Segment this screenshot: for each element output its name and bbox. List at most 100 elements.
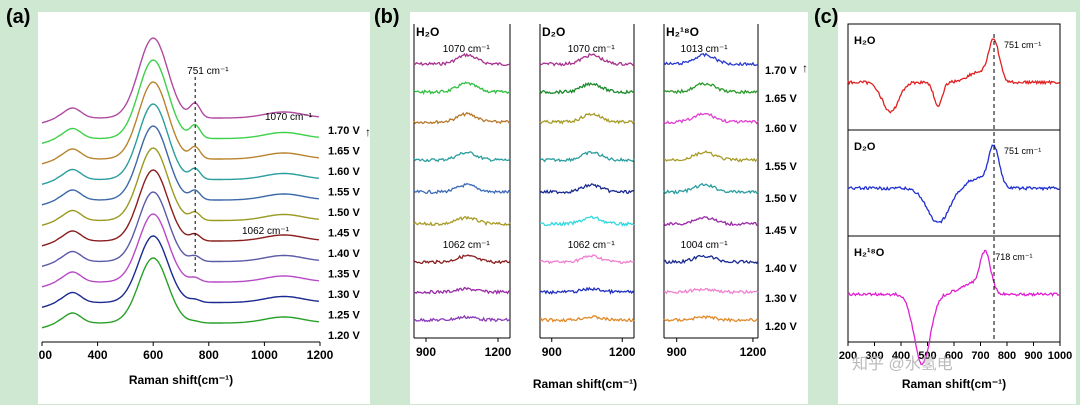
- voltage-label: 1.55 V: [765, 161, 797, 173]
- voltage-label: 1.40 V: [765, 263, 797, 275]
- series-label: 1.35 V: [328, 269, 360, 281]
- x-tick-label: 900: [667, 345, 687, 359]
- arrow-up-icon: ↑: [802, 61, 808, 75]
- voltage-label: 1.70 V: [765, 65, 797, 77]
- series-line: [539, 215, 635, 227]
- annotation-bottom: 1062 cm⁻¹: [568, 240, 616, 251]
- subpanel-title: D₂O: [854, 141, 876, 153]
- x-tick-label: 1200: [740, 345, 767, 359]
- peak-annotation: 718 cm⁻¹: [995, 252, 1032, 262]
- series-line: [539, 183, 635, 195]
- series-line: [41, 213, 319, 288]
- series-line: [539, 254, 635, 265]
- watermark: 知乎 @水氢电: [852, 356, 953, 373]
- series-label: 1.30 V: [328, 289, 360, 301]
- x-tick-label: 300: [865, 350, 883, 362]
- x-tick-label: 1000: [1048, 350, 1072, 362]
- x-axis-label: Raman shift(cm⁻¹): [902, 377, 1006, 391]
- x-tick-label: 900: [542, 345, 562, 359]
- panel-b-label: (b): [374, 6, 400, 28]
- x-tick-label: 1000: [251, 348, 278, 362]
- series-line: [847, 38, 1061, 114]
- panel-b: 900 1200 H₂O 1070 cm⁻¹ 1062 cm⁻¹ 900 1200 D₂O 10…: [410, 12, 808, 404]
- series-line: [413, 182, 511, 195]
- series-line: [41, 169, 319, 247]
- voltage-label: 1.50 V: [765, 193, 797, 205]
- series-label: 1.70 V: [328, 125, 360, 137]
- series-line: [663, 81, 759, 95]
- panel-a-label: (a): [6, 6, 31, 28]
- x-tick-label: 200: [839, 350, 857, 362]
- voltage-label: 1.45 V: [765, 225, 797, 237]
- series-line: [413, 52, 511, 67]
- series-line: [413, 286, 511, 295]
- x-tick-label: 900: [416, 345, 436, 359]
- x-tick-label: 600: [945, 350, 963, 362]
- subpanel-title: H₂¹⁸O: [666, 25, 699, 39]
- series-line: [413, 111, 511, 125]
- annotation-751: 751 cm⁻¹: [187, 66, 229, 77]
- series-line: [41, 191, 319, 267]
- x-tick-label: 600: [143, 348, 163, 362]
- annotation-1062: 1062 cm⁻¹: [242, 226, 290, 237]
- x-axis-label: Raman shift(cm⁻¹): [129, 373, 233, 387]
- series-line: [41, 81, 319, 165]
- x-tick-label: 400: [88, 348, 108, 362]
- voltage-label: 1.20 V: [765, 321, 797, 333]
- x-tick-label: 500: [918, 350, 936, 362]
- panel-c-label: (c): [814, 6, 839, 28]
- annotation-1070: 1070 cm⁻¹: [265, 112, 313, 123]
- series-line: [413, 151, 511, 163]
- series-label: 1.55 V: [328, 187, 360, 199]
- x-tick-label: 1200: [485, 345, 512, 359]
- x-tick-label: 800: [199, 348, 219, 362]
- series-line: [663, 112, 759, 125]
- annotation-top: 1070 cm⁻¹: [568, 44, 616, 55]
- voltage-label: 1.65 V: [765, 93, 797, 105]
- series-line: [41, 147, 319, 226]
- x-tick-label: 1200: [307, 348, 334, 362]
- series-line: [413, 314, 511, 323]
- series-line: [663, 315, 759, 323]
- voltage-label: 1.60 V: [765, 123, 797, 135]
- series-line: [413, 254, 511, 265]
- series-line: [539, 52, 635, 67]
- series-line: [539, 314, 635, 323]
- series-line: [847, 249, 1061, 366]
- series-line: [41, 59, 319, 144]
- series-line: [539, 286, 635, 295]
- annotation-bottom: 1004 cm⁻¹: [681, 240, 729, 251]
- series-line: [413, 215, 511, 227]
- series-line: [663, 254, 759, 265]
- series-line: [41, 257, 319, 329]
- series-line: [41, 103, 319, 185]
- panel-a: 200 400 600 800 1000 1200 Raman shift(cm⁻¹) 1.7…: [38, 12, 370, 404]
- subpanel-title: H₂¹⁸O: [854, 247, 885, 259]
- annotation-bottom: 1062 cm⁻¹: [443, 240, 491, 251]
- series-label: 1.50 V: [328, 207, 360, 219]
- subpanel-title: H₂O: [854, 35, 876, 47]
- series-line: [413, 81, 511, 95]
- series-line: [847, 144, 1061, 224]
- series-label: 1.60 V: [328, 166, 360, 178]
- series-label: 1.45 V: [328, 228, 360, 240]
- series-line: [41, 235, 319, 308]
- x-tick-label: 400: [892, 350, 910, 362]
- series-line: [41, 37, 319, 124]
- peak-annotation: 751 cm⁻¹: [1004, 146, 1041, 156]
- series-line: [663, 182, 759, 195]
- x-tick-label: 700: [971, 350, 989, 362]
- series-line: [663, 150, 758, 163]
- series-line: [663, 215, 759, 227]
- subpanel-title: H₂O: [416, 25, 439, 39]
- peak-annotation: 751 cm⁻¹: [1004, 40, 1041, 50]
- series-label: 1.40 V: [328, 248, 360, 260]
- annotation-top: 1013 cm⁻¹: [681, 44, 729, 55]
- x-tick-label: 1200: [609, 345, 636, 359]
- series-label: 1.25 V: [328, 310, 360, 322]
- x-axis-label: Raman shift(cm⁻¹): [533, 377, 637, 391]
- series-line: [663, 287, 759, 295]
- annotation-top: 1070 cm⁻¹: [443, 44, 491, 55]
- x-tick-label: 800: [998, 350, 1016, 362]
